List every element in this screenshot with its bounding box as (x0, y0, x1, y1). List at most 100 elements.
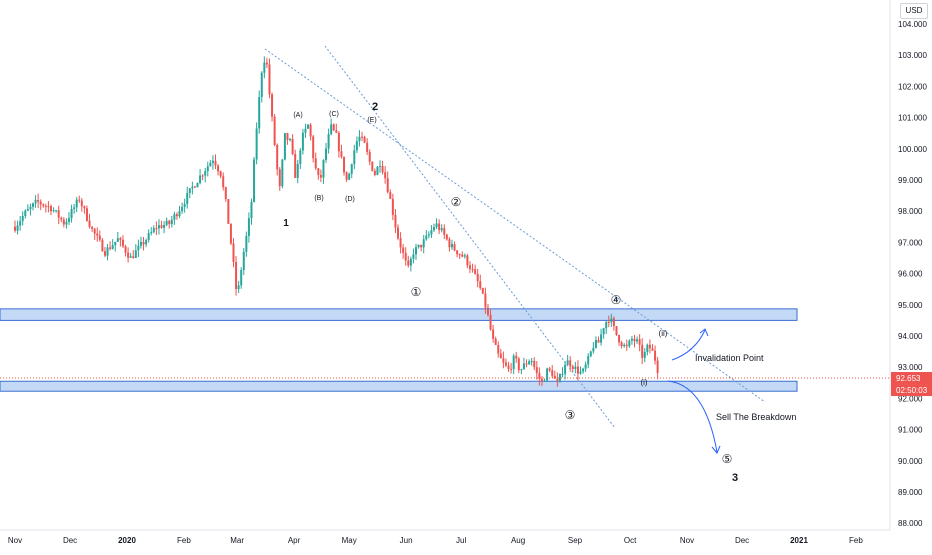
candle-body (656, 360, 659, 373)
currency-button[interactable]: USD (900, 3, 928, 19)
candle-body (178, 211, 181, 217)
candle-body (564, 364, 567, 374)
candle-body (571, 366, 574, 369)
candle-body (307, 124, 310, 129)
x-tick-label: Apr (288, 536, 301, 545)
candle-body (432, 227, 435, 231)
annotation-sell-breakdown: Sell The Breakdown (716, 412, 796, 422)
trendline-lower (324, 45, 616, 429)
candle-body (497, 344, 500, 354)
candle-body (335, 130, 338, 133)
candle-body (26, 209, 29, 211)
annotation-invalidation: Invalidation Point (695, 353, 764, 363)
candle-body (602, 328, 605, 335)
candle-body (165, 220, 168, 225)
candle-body (600, 334, 603, 343)
countdown-label: 02:50:03 (896, 386, 928, 395)
wave-label: 1 (283, 218, 289, 229)
candle-body (569, 360, 572, 367)
candle-body (530, 360, 533, 362)
y-tick-label: 101.000 (898, 114, 927, 123)
candle-body (353, 150, 356, 165)
y-tick-label: 104.000 (898, 20, 927, 29)
candle-body (458, 254, 461, 256)
candle-body (139, 241, 142, 246)
candle-body (376, 166, 379, 175)
candle-body (463, 255, 466, 257)
candle-body (507, 365, 510, 369)
candle-body (57, 210, 60, 218)
candle-body (592, 347, 595, 352)
candle-body (499, 353, 502, 359)
x-tick-label: Aug (511, 536, 525, 545)
y-tick-label: 98.000 (898, 207, 923, 216)
candle-body (517, 358, 520, 371)
candle-body (304, 128, 307, 133)
candle-body (448, 239, 451, 248)
candle-body (227, 199, 230, 224)
candle-body (486, 307, 489, 315)
candle-body (85, 208, 88, 221)
candle-body (366, 142, 369, 153)
candle-body (476, 273, 479, 282)
candle-body (404, 252, 407, 261)
candle-body (607, 321, 610, 323)
x-tick-label: Jul (456, 536, 466, 545)
x-tick-label: Dec (63, 536, 77, 545)
candle-body (258, 97, 261, 129)
candle-body (34, 199, 37, 204)
candle-body (73, 207, 76, 209)
y-tick-label: 103.000 (898, 51, 927, 60)
x-tick-label: Nov (8, 536, 22, 545)
candle-body (630, 338, 633, 341)
candle-body (348, 173, 351, 180)
candle-body (510, 368, 513, 370)
candle-body (623, 344, 626, 347)
candle-body (294, 154, 297, 178)
circled-wave-label: ⑤ (722, 452, 733, 466)
candle-body (587, 356, 590, 365)
candle-body (181, 207, 184, 212)
candle-body (584, 364, 587, 369)
candle-body (363, 136, 366, 143)
candle-body (646, 344, 649, 353)
candle-body (314, 158, 317, 169)
candle-body (330, 124, 333, 135)
candle-body (535, 367, 538, 374)
candle-body (132, 256, 135, 258)
candle-body (515, 355, 518, 359)
candle-body (643, 352, 646, 358)
x-tick-label: 2020 (118, 536, 136, 545)
y-tick-label: 97.000 (898, 238, 923, 247)
candle-body (121, 239, 124, 247)
candle-body (340, 151, 343, 157)
y-tick-label: 93.000 (898, 363, 923, 372)
x-tick-label: Feb (177, 536, 191, 545)
candle-body (417, 244, 420, 248)
candle-body (576, 366, 579, 374)
candle-body (273, 116, 276, 145)
candle-body (237, 285, 240, 290)
candle-body (98, 235, 101, 240)
x-tick-label: Mar (230, 536, 244, 545)
candle-body (170, 219, 173, 225)
invalidation-arrow-head (699, 328, 709, 337)
candle-body (373, 170, 376, 175)
candle-body (211, 160, 214, 163)
candle-body (109, 247, 112, 249)
x-tick-label: Oct (624, 536, 637, 545)
candle-body (16, 225, 19, 231)
candle-body (155, 228, 158, 230)
candle-body (471, 269, 474, 271)
candle-body (175, 214, 178, 217)
resistance-zone (0, 308, 798, 321)
wave-label: 3 (732, 472, 738, 484)
candle-body (427, 234, 430, 236)
candle-body (648, 344, 651, 349)
candle-body (558, 373, 561, 382)
candle-body (142, 241, 145, 245)
candle-body (209, 162, 212, 167)
candle-body (379, 165, 382, 167)
